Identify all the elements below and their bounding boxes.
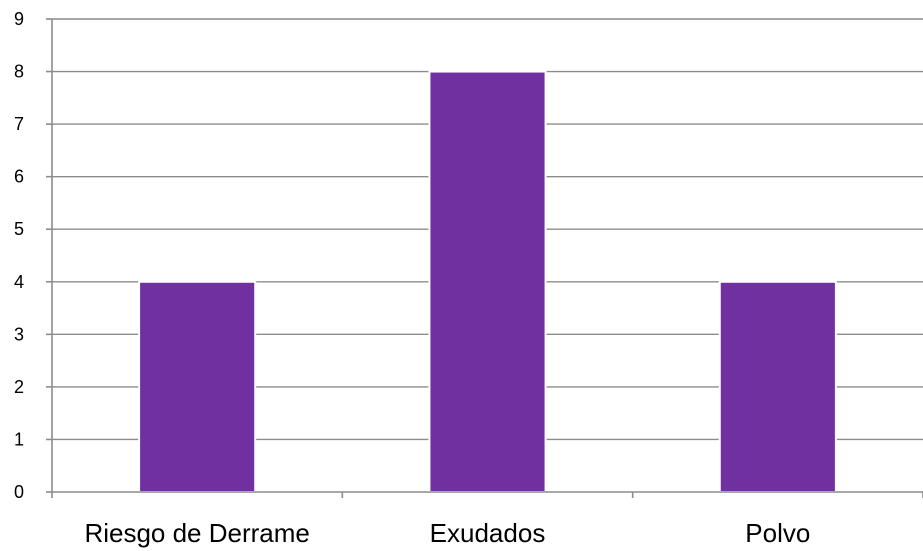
- x-category-label: Riesgo de Derrame: [84, 518, 309, 548]
- bar-riesgo-de-derrame: [138, 280, 257, 493]
- bars: [138, 70, 837, 494]
- x-axis-labels: Riesgo de Derrame Exudados Polvo: [84, 518, 810, 548]
- y-tick-label: 7: [14, 114, 24, 134]
- bar-exudados: [428, 70, 547, 494]
- bar-polvo: [718, 280, 837, 493]
- y-tick-label: 5: [14, 219, 24, 239]
- y-axis-ticks: 0 1 2 3 4 5 6 7 8 9: [14, 9, 24, 502]
- y-tick-label: 6: [14, 167, 24, 187]
- y-tick-label: 4: [14, 272, 24, 292]
- y-tick-label: 2: [14, 377, 24, 397]
- y-tick-label: 0: [14, 482, 24, 502]
- axes: [46, 18, 923, 498]
- y-tick-label: 8: [14, 62, 24, 82]
- y-tick-label: 9: [14, 9, 24, 29]
- x-category-label: Polvo: [745, 518, 810, 548]
- x-category-label: Exudados: [430, 518, 546, 548]
- y-tick-label: 3: [14, 324, 24, 344]
- y-tick-label: 1: [14, 429, 24, 449]
